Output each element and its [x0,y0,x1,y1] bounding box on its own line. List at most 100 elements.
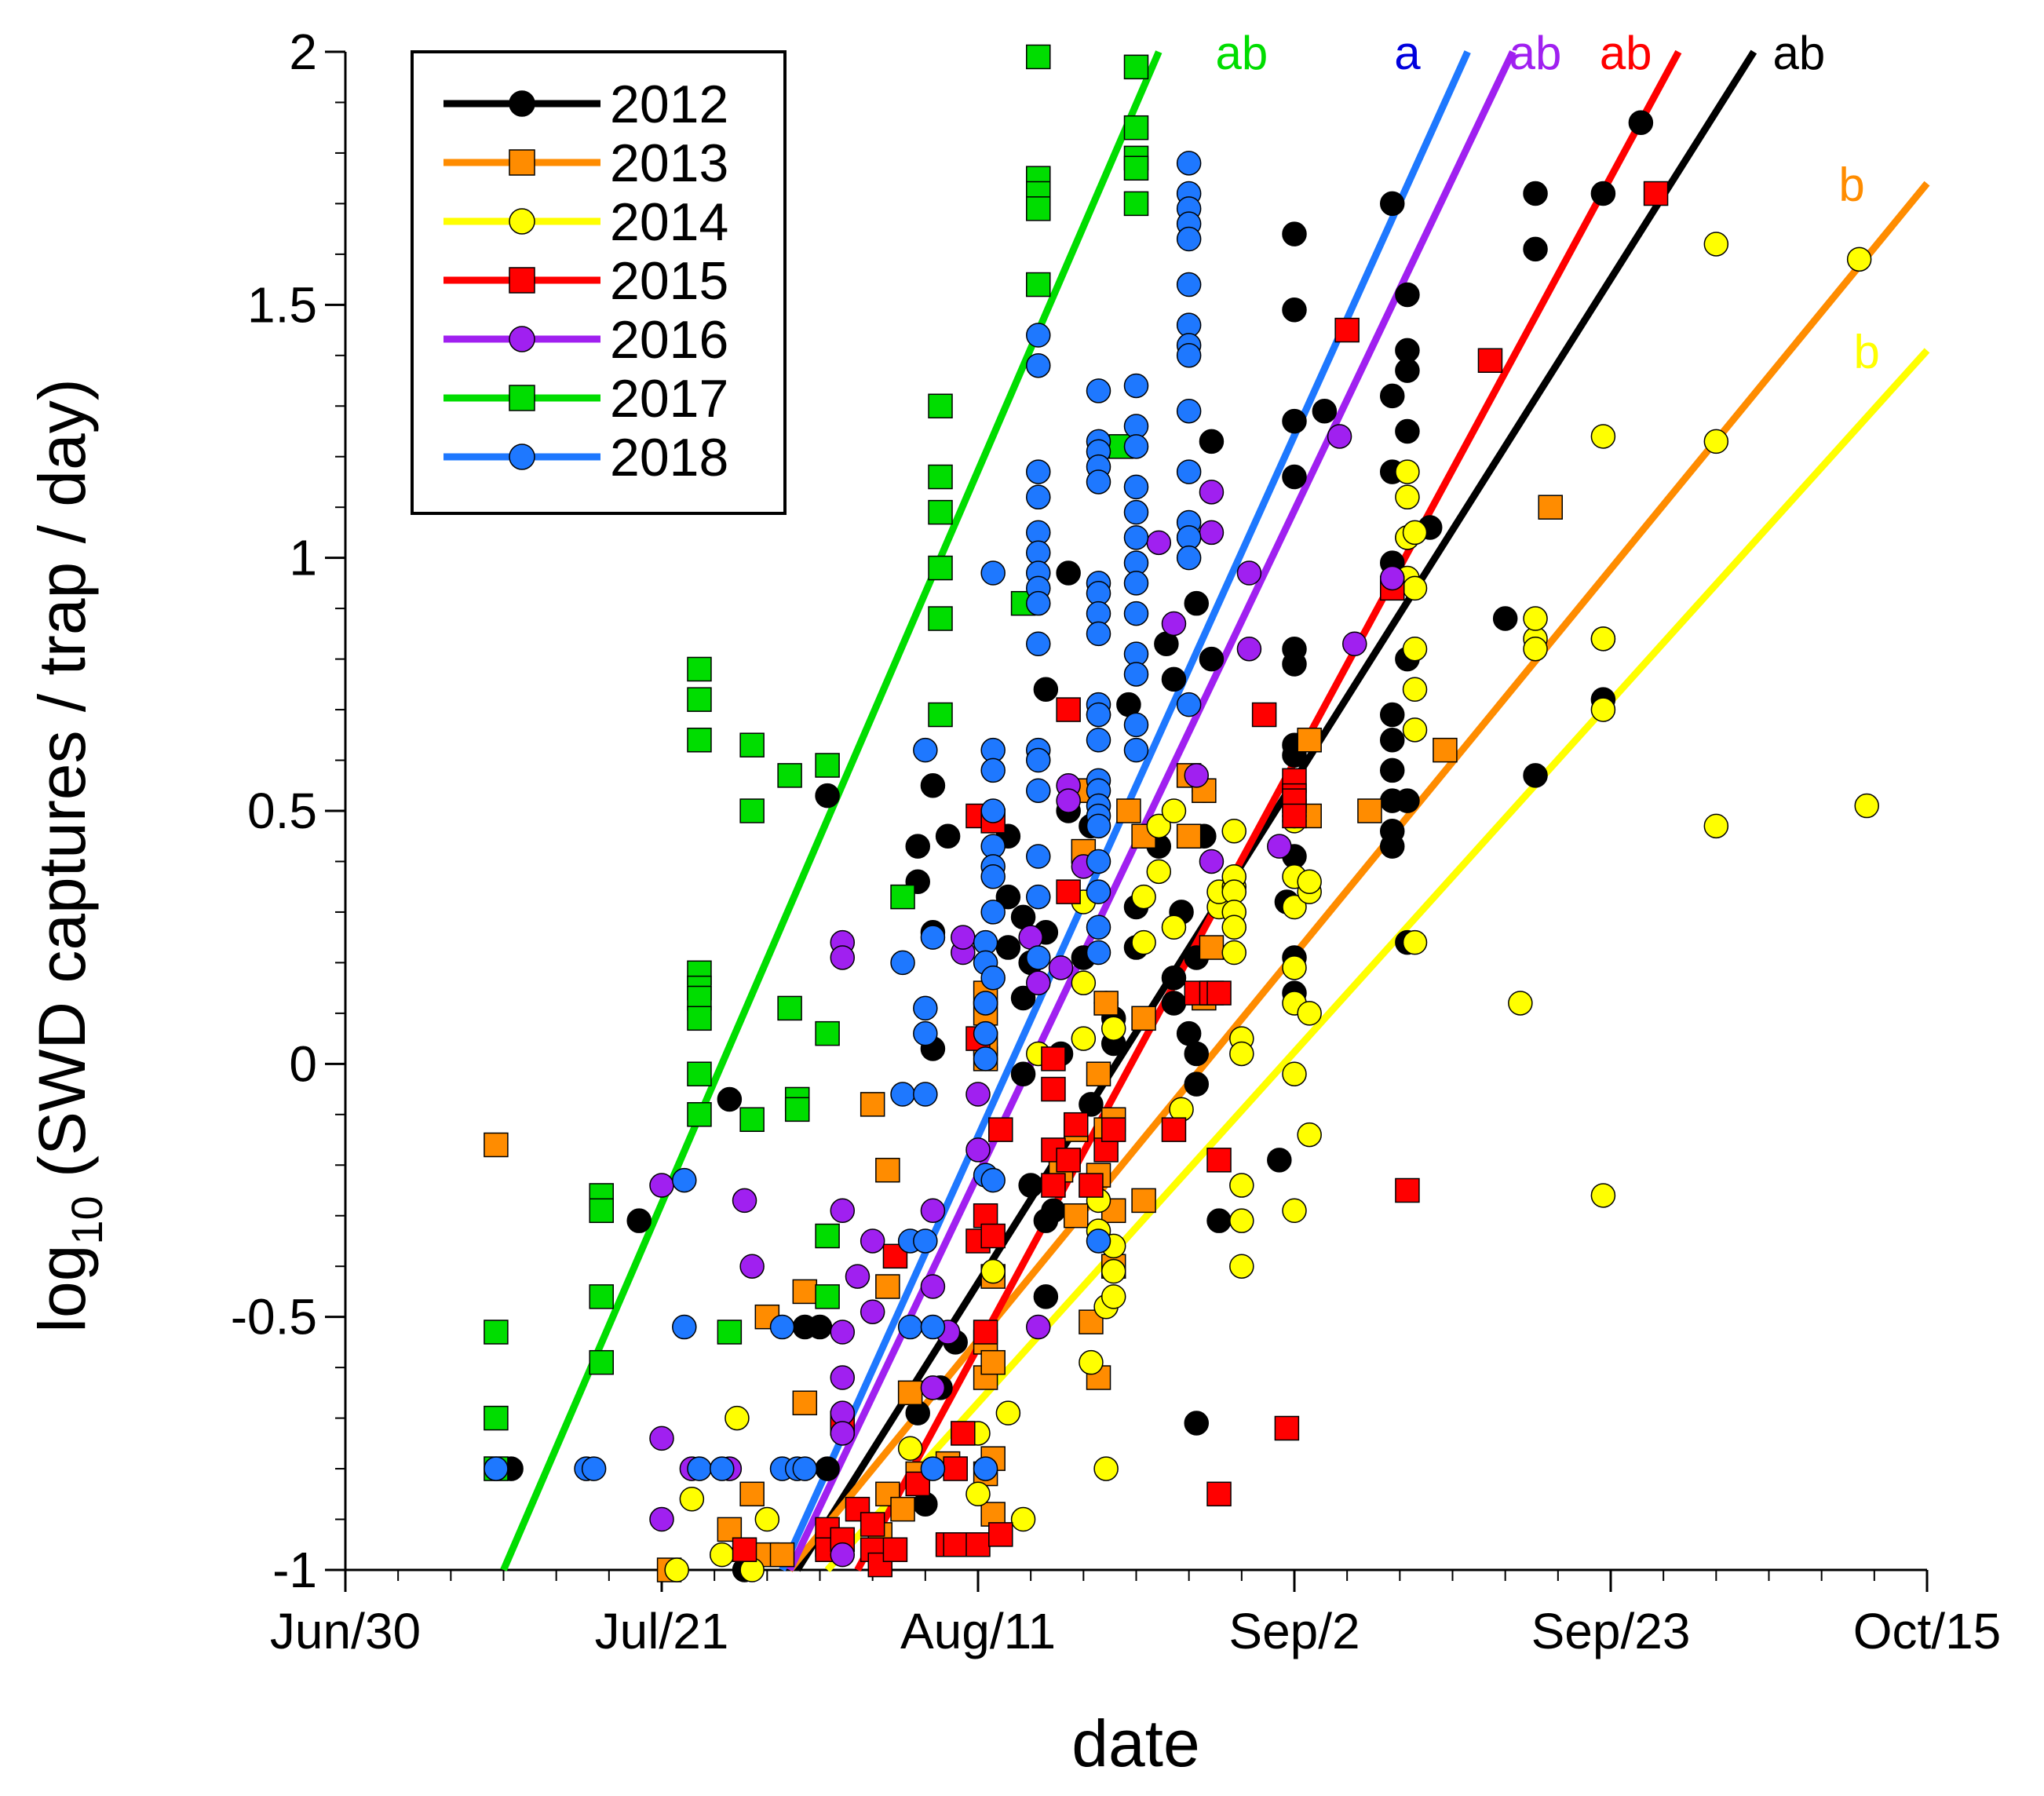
point-2015 [973,1320,998,1345]
point-2013 [717,1517,743,1542]
point-2013 [1297,727,1322,753]
fit-line-2013 [787,181,1930,1572]
point-2012 [1206,1208,1232,1233]
point-2012 [920,773,946,798]
point-2017 [1026,272,1051,298]
point-2013 [980,1349,1006,1375]
legend-marker-2014 [509,208,535,235]
point-2015 [1056,1148,1081,1173]
point-2016 [1161,611,1187,637]
point-2014 [1146,813,1172,839]
point-2013 [980,1502,1006,1527]
y-axis-title: log10 (SWD captures / trap / day) [25,378,111,1332]
point-2017 [928,464,953,490]
point-2015 [882,1537,908,1562]
point-2016 [649,1173,674,1198]
point-2014 [1590,626,1616,652]
point-2015 [1063,1112,1089,1137]
point-2014 [1100,1284,1126,1309]
point-2014 [1131,929,1156,955]
point-2014 [1093,1456,1119,1481]
point-2014 [1282,1198,1307,1224]
point-2017 [815,753,840,778]
point-2015 [1206,980,1232,1006]
point-2018 [672,1167,697,1193]
point-2012 [1523,763,1548,788]
point-2012 [815,783,840,809]
point-2014 [1402,677,1428,703]
point-2013 [1063,1203,1089,1228]
point-2015 [1041,1076,1066,1102]
point-2012 [626,1208,652,1233]
point-2018 [913,1020,938,1046]
point-2018 [1123,712,1149,738]
legend-marker-2012 [509,90,535,117]
point-2014 [1395,459,1420,484]
point-2013 [769,1542,795,1568]
point-2016 [1379,565,1405,591]
point-2018 [1123,499,1149,525]
point-2018 [980,900,1006,925]
point-2015 [1477,348,1503,373]
point-2017 [717,1320,743,1345]
point-2014 [1229,1173,1254,1198]
point-2018 [913,1082,938,1107]
point-2014 [1071,970,1097,995]
point-2014 [1161,798,1187,823]
point-2015 [943,1532,968,1557]
point-2017 [1123,155,1149,181]
point-2013 [1199,935,1225,960]
x-tick-label: Jul/21 [595,1603,729,1659]
point-2013 [792,1279,818,1305]
point-2012 [807,1314,833,1340]
point-2012 [1282,221,1307,246]
point-2015 [1056,879,1081,904]
point-2016 [860,1228,885,1254]
point-2018 [897,1314,923,1340]
point-2015 [965,1532,991,1557]
point-2018 [980,798,1006,823]
point-2016 [830,1542,856,1568]
point-2018 [890,1082,915,1107]
y-axis-title-subscript: 10 [62,1196,111,1244]
point-2014 [1282,1061,1307,1086]
point-2012 [1395,358,1420,383]
point-2014 [1402,717,1428,743]
point-2017 [928,606,953,631]
point-2017 [687,687,712,712]
point-2018 [1026,352,1051,378]
point-2014 [710,1542,735,1568]
x-tick-label: Sep/23 [1531,1603,1691,1659]
point-2018 [1176,343,1202,368]
point-2016 [860,1299,885,1324]
point-2015 [1643,181,1669,206]
point-2012 [1282,298,1307,323]
point-2013 [792,1390,818,1416]
point-2017 [739,732,765,757]
point-2017 [589,1349,614,1375]
point-2015 [860,1512,885,1537]
point-2012 [1033,1284,1059,1309]
fit-line-2012 [794,49,1757,1572]
point-2013 [875,1157,900,1183]
point-2014 [1402,929,1428,955]
point-2018 [1176,151,1202,176]
point-2014 [1523,606,1548,631]
point-2018 [1026,884,1051,910]
point-2018 [973,1020,998,1046]
point-2013 [1538,495,1563,520]
point-2015 [951,1421,976,1446]
point-2016 [920,1274,946,1299]
point-2017 [890,884,915,910]
point-2018 [710,1456,735,1481]
point-2017 [1123,54,1149,80]
point-2016 [1146,530,1172,556]
point-2018 [1026,323,1051,348]
point-2014 [1221,940,1246,966]
point-2014 [1010,1506,1036,1532]
point-2014 [1703,429,1729,454]
point-2013 [739,1481,765,1507]
sig-label-2014: b [1854,325,1880,378]
point-2014 [1229,1041,1254,1067]
